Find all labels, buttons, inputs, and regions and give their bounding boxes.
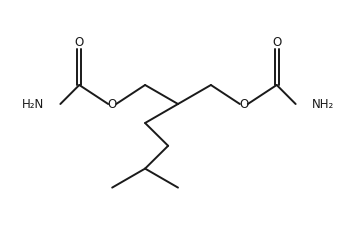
Text: O: O (272, 36, 281, 49)
Text: O: O (75, 36, 84, 49)
Text: H₂N: H₂N (22, 98, 44, 111)
Text: O: O (239, 98, 248, 111)
Text: O: O (108, 98, 117, 111)
Text: NH₂: NH₂ (312, 98, 334, 111)
